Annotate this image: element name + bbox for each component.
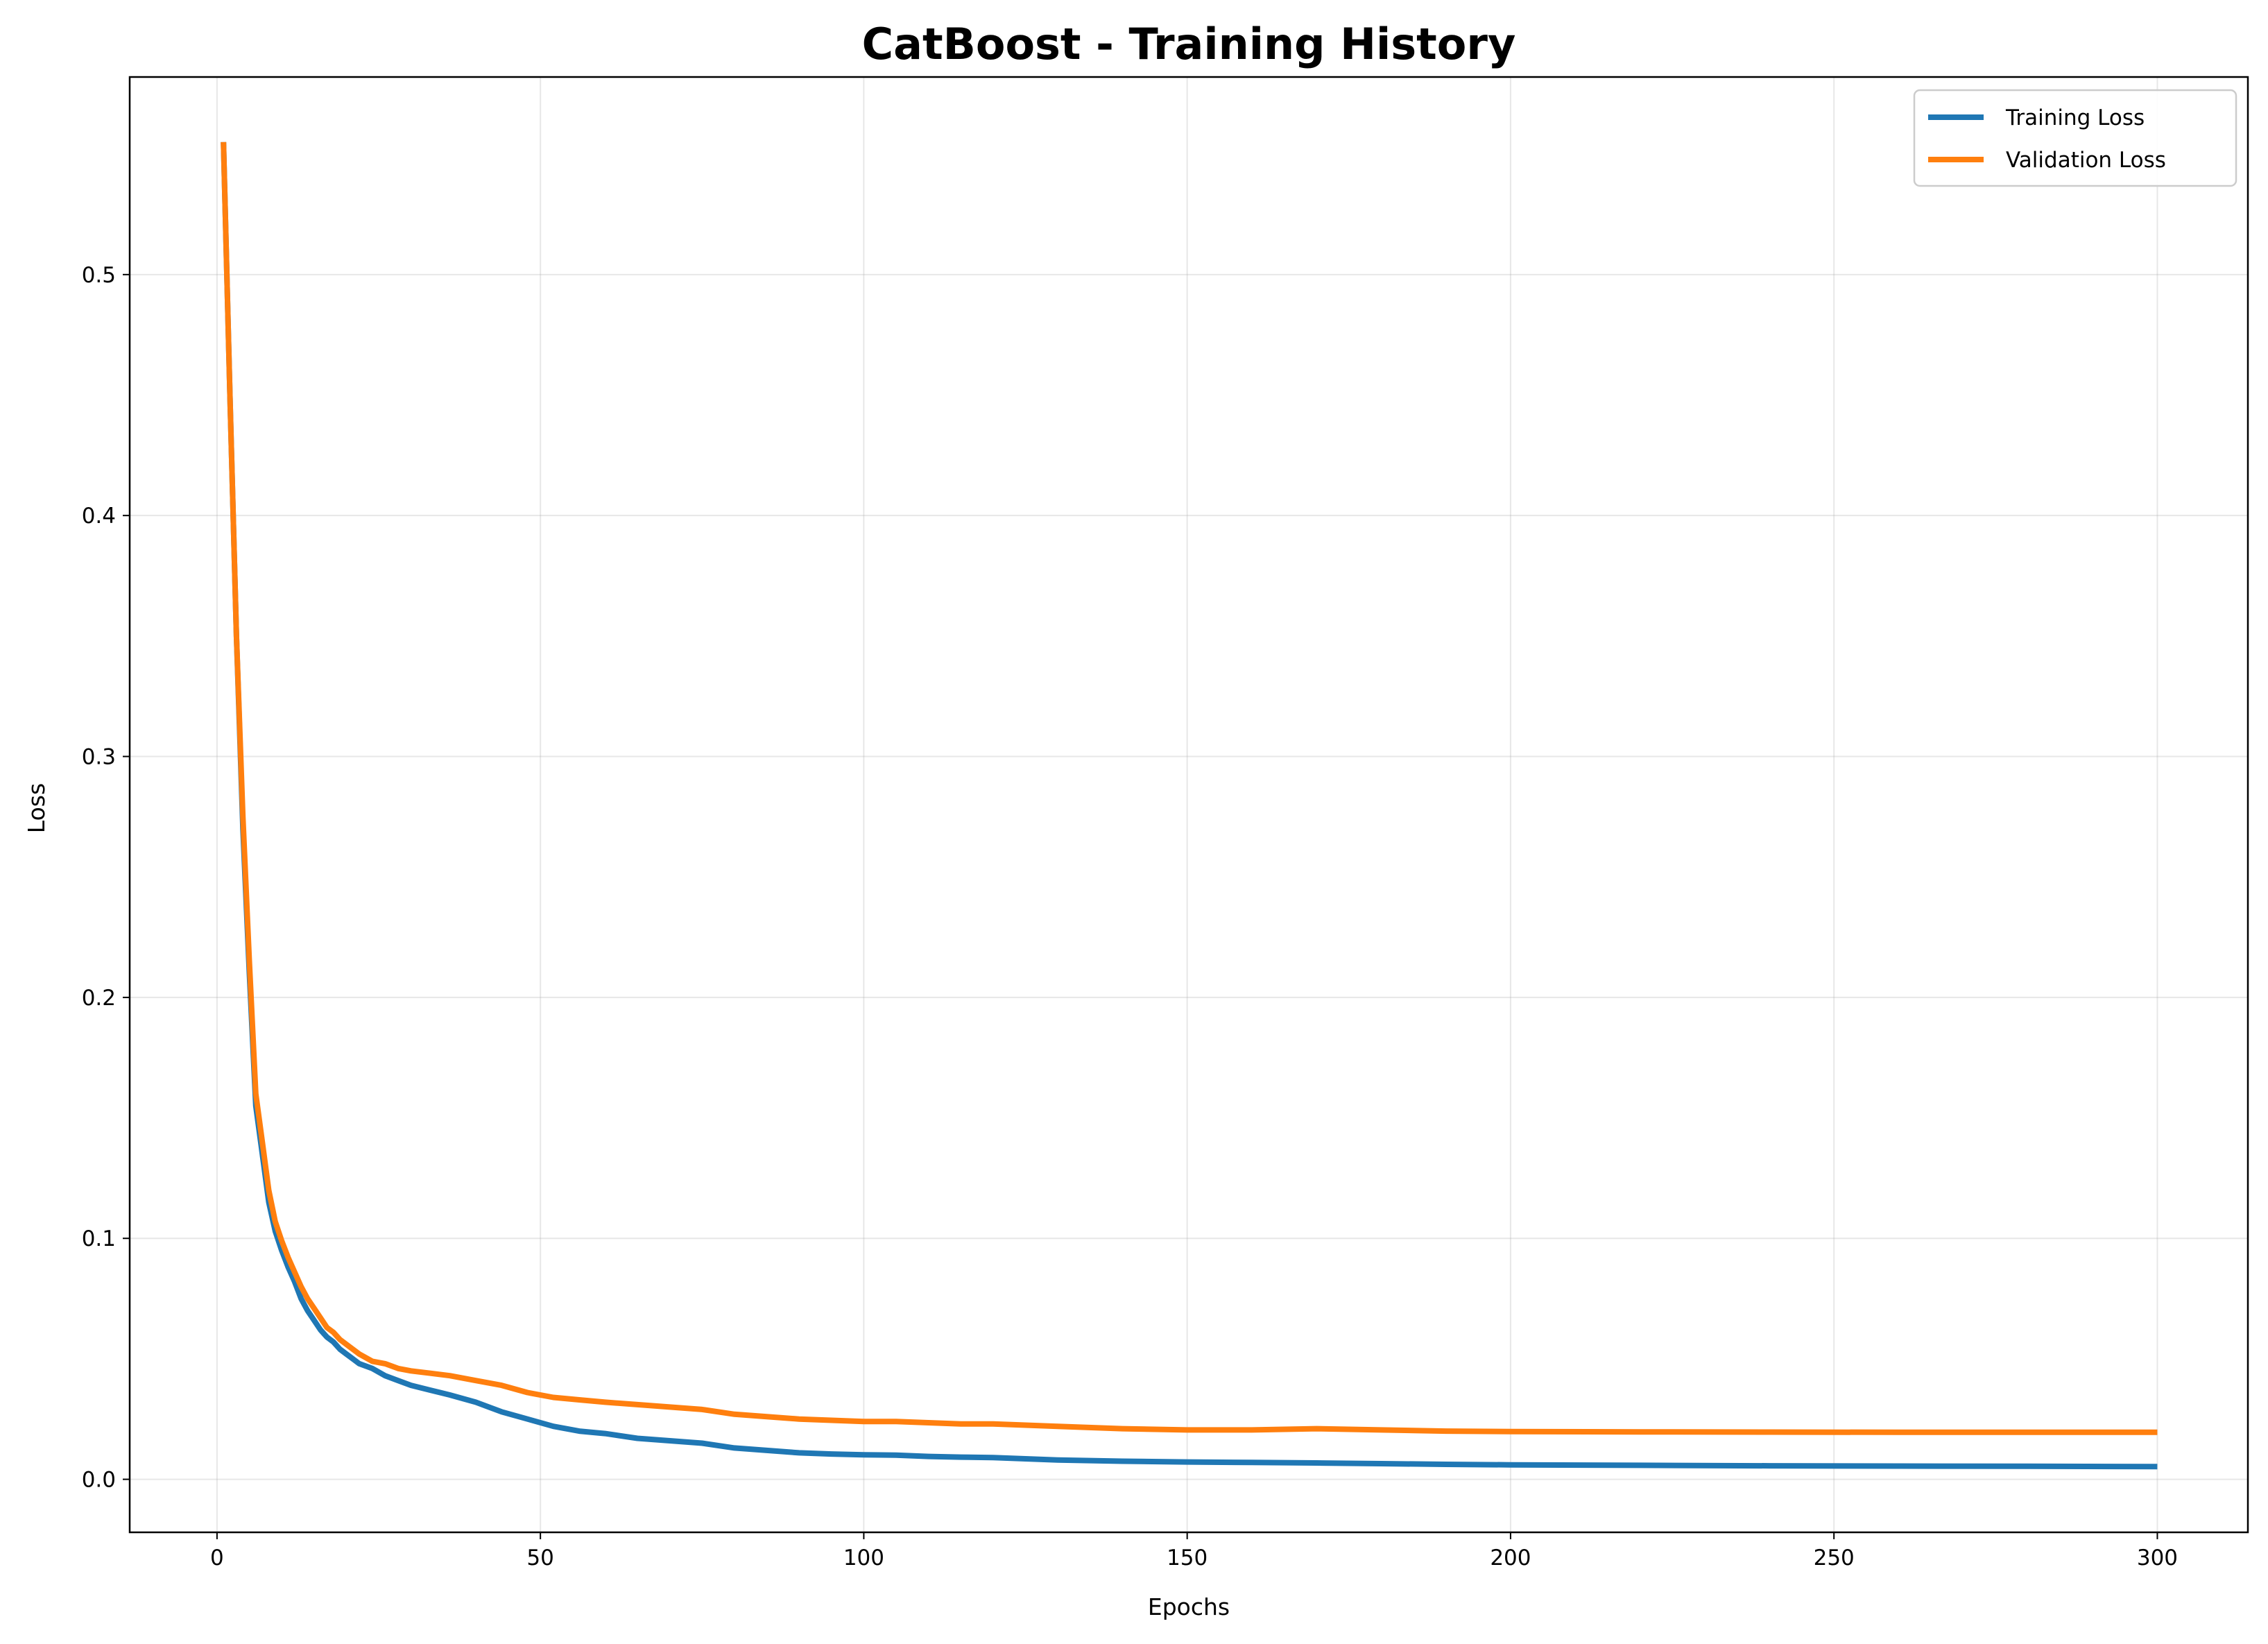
- y-tick-label: 0.4: [82, 504, 116, 529]
- y-axis-label: Loss: [23, 783, 50, 833]
- x-tick-label: 150: [1167, 1545, 1208, 1570]
- legend-box: [1913, 89, 2237, 187]
- x-axis-label: Epochs: [1148, 1593, 1230, 1620]
- y-tick-label: 0.0: [82, 1468, 116, 1493]
- y-tick-label: 0.5: [82, 263, 116, 288]
- x-tick-label: 0: [210, 1545, 224, 1570]
- y-tick-label: 0.1: [82, 1226, 116, 1251]
- x-tick-label: 50: [526, 1545, 553, 1570]
- validation-loss-line: [221, 142, 2158, 1435]
- x-tick-label: 300: [2137, 1545, 2178, 1570]
- grid: [130, 77, 2248, 1532]
- legend: Training Loss Validation Loss: [1913, 89, 2237, 187]
- y-tick-label: 0.2: [82, 986, 116, 1011]
- x-tick-label: 100: [843, 1545, 884, 1570]
- legend-label-validation: Validation Loss: [2006, 148, 2166, 173]
- chart-title: CatBoost - Training History: [862, 19, 1516, 69]
- x-axis-ticks: 0 50 100 150 200 250 300: [210, 1532, 2178, 1570]
- legend-label-training: Training Loss: [2005, 105, 2145, 130]
- x-tick-label: 200: [1490, 1545, 1531, 1570]
- plot-area-frame: [128, 76, 2249, 1534]
- training-loss-line: [221, 142, 2158, 1470]
- series-layer: [221, 142, 2158, 1470]
- x-tick-label: 250: [1814, 1545, 1855, 1570]
- y-tick-label: 0.3: [82, 745, 116, 770]
- y-axis-ticks: 0.0 0.1 0.2 0.3 0.4 0.5: [82, 263, 130, 1493]
